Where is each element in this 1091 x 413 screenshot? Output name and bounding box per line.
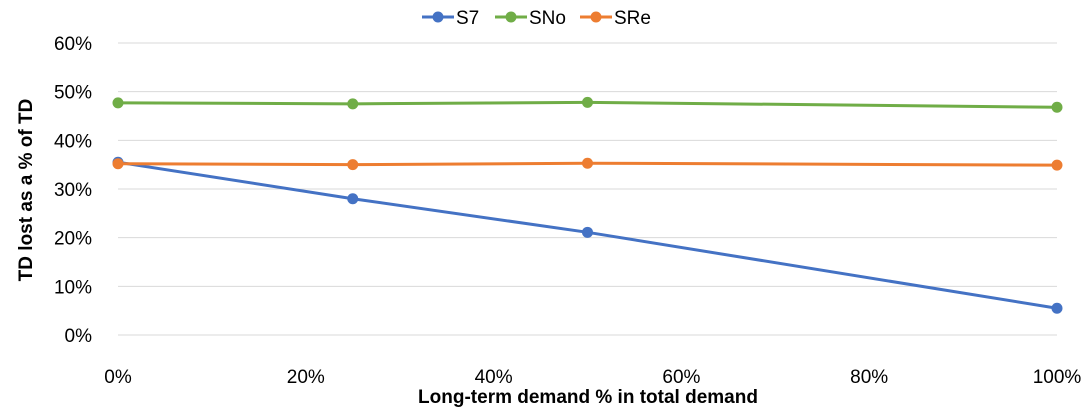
data-point (1051, 159, 1063, 171)
y-tick-label: 30% (54, 180, 92, 201)
y-tick-label: 20% (54, 229, 92, 250)
data-point (347, 98, 359, 110)
y-tick-label: 40% (54, 131, 92, 152)
series-line (117, 100, 1058, 109)
y-tick-label: 10% (54, 277, 92, 298)
legend-item-sre: SRe (580, 8, 651, 29)
data-point (112, 158, 124, 170)
legend-item-sno: SNo (495, 8, 566, 29)
data-point (1051, 101, 1063, 113)
data-point (1051, 302, 1063, 314)
legend-marker-point (432, 11, 444, 23)
legend-label: SNo (529, 8, 566, 29)
x-axis-title: Long-term demand % in total demand (418, 387, 758, 408)
y-axis-ticks: 0% 10% 20% 30% 40% 50% 60% (54, 34, 92, 347)
legend-item-s7: S7 (422, 8, 479, 29)
gridlines (118, 42, 1057, 336)
x-tick-label: 0% (104, 367, 132, 388)
series-sre (112, 157, 1063, 171)
legend-label: S7 (456, 8, 479, 29)
x-tick-label: 80% (850, 367, 888, 388)
y-axis-title: TD lost as a % of TD (16, 99, 37, 282)
legend: S7 SNo SRe (422, 8, 651, 29)
series-line (117, 161, 1058, 167)
data-point (582, 96, 593, 108)
data-point (582, 157, 593, 169)
y-tick-label: 50% (54, 83, 92, 104)
x-tick-label: 60% (662, 367, 700, 388)
legend-marker-point (505, 11, 517, 23)
y-tick-label: 0% (65, 326, 93, 347)
series-sno (112, 96, 1063, 113)
legend-marker-point (590, 11, 602, 23)
data-point (347, 159, 359, 171)
series-s7 (112, 156, 1063, 314)
series-lines (112, 96, 1063, 314)
x-tick-label: 40% (475, 367, 513, 388)
x-tick-label: 100% (1033, 367, 1082, 388)
x-tick-label: 20% (287, 367, 325, 388)
y-tick-label: 60% (54, 34, 92, 55)
data-point (582, 226, 593, 238)
series-line (117, 160, 1058, 310)
data-point (112, 97, 124, 109)
data-point (347, 193, 359, 205)
x-axis-ticks: 0% 20% 40% 60% 80% 100% (104, 367, 1081, 388)
legend-label: SRe (614, 8, 651, 29)
